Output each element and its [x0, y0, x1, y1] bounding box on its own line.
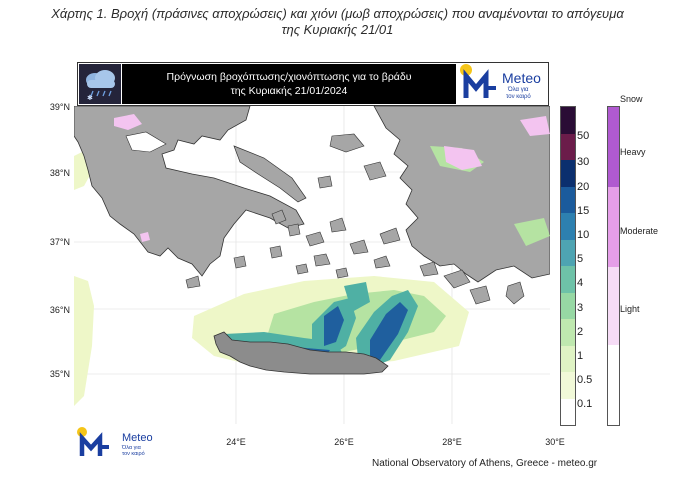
rain-legend-swatch-0-5: [561, 372, 575, 399]
figure-caption: Χάρτης 1. Βροχή (πράσινες αποχρώσεις) κα…: [0, 6, 675, 38]
rain-legend-tick-5: 5: [577, 253, 584, 265]
island-crete: [213, 331, 389, 375]
forecast-title: Πρόγνωση βροχόπτωσης/χιονόπτωσης για το …: [122, 64, 456, 104]
rain-legend-tick-0-1: 0.1: [577, 398, 593, 410]
snow-legend-swatch-light: [608, 267, 619, 345]
rain-legend-tick-1: 1: [577, 350, 584, 362]
rain-legend-tick-3: 3: [577, 302, 584, 314]
rain-legend-swatch-30: [561, 133, 575, 160]
rain-legend-tick-20: 20: [577, 181, 590, 193]
rain-legend-swatch-20: [561, 160, 575, 187]
lon-label-30: 30°E: [545, 437, 565, 447]
aegean-islands: [185, 133, 491, 305]
lon-label-26: 26°E: [334, 437, 354, 447]
rain-legend-tick-30: 30: [577, 156, 590, 168]
island-euboea: [233, 145, 307, 203]
rain-snow-cloud-icon: ✱: [79, 64, 121, 104]
snow-legend-bar: [607, 106, 620, 426]
lat-label-35: 35°N: [49, 369, 70, 379]
meteo-logo-tagline-1: Όλα για: [508, 87, 529, 93]
snow-legend-title: Snow: [620, 94, 643, 104]
meteo-logo-bottom-name: Meteo: [122, 432, 153, 444]
asia-minor-coast: [373, 106, 550, 283]
caption-line-1: Χάρτης 1. Βροχή (πράσινες αποχρώσεις) κα…: [51, 6, 624, 21]
snow-legend-heavy: Heavy: [620, 147, 646, 157]
meteo-logo-bottom-tagline-2: τον καιρό: [122, 451, 145, 457]
rain-legend-swatch-4: [561, 266, 575, 293]
rain-legend-swatch-3: [561, 292, 575, 319]
rain-legend-swatch-10: [561, 213, 575, 240]
meteo-logo: Meteo Όλα για τον καιρό: [458, 64, 546, 104]
snow-legend-swatch-moderate: [608, 187, 619, 267]
rain-legend-swatch-50: [561, 107, 575, 134]
rain-legend-tick-10: 10: [577, 229, 590, 241]
caption-line-2: της Κυριακής 21/01: [281, 22, 394, 37]
rain-legend-tick-4: 4: [577, 277, 584, 289]
meteo-logo-bottom: Meteo Όλα για τον καιρό: [74, 426, 164, 460]
source-credit: National Observatory of Athens, Greece -…: [372, 458, 598, 469]
rain-legend-swatch-0-1: [561, 398, 575, 425]
meteo-logo-tagline-2: τον καιρό: [506, 94, 531, 100]
forecast-title-line-2: της Κυριακής 21/01/2024: [230, 85, 348, 97]
rain-legend-tick-50: 50: [577, 130, 590, 142]
snow-legend-moderate: Moderate: [620, 226, 659, 236]
lat-label-36: 36°N: [49, 305, 70, 315]
lon-label-28: 28°E: [442, 437, 462, 447]
lon-label-24: 24°E: [226, 437, 246, 447]
rain-legend-tick-2: 2: [577, 326, 584, 338]
lat-label-38: 38°N: [49, 168, 70, 178]
snow-legend-light: Light: [620, 304, 640, 314]
lat-label-39: 39°N: [49, 102, 70, 112]
island-rhodes: [505, 281, 525, 305]
rain-legend-swatch-1: [561, 345, 575, 372]
rain-legend-tick-15: 15: [577, 205, 590, 217]
lat-label-37: 37°N: [49, 237, 70, 247]
svg-text:✱: ✱: [87, 94, 93, 102]
precipitation-map: [74, 106, 550, 424]
meteo-logo-bottom-tagline-1: Όλα για: [122, 445, 141, 451]
meteo-logo-name: Meteo: [502, 70, 541, 86]
rain-legend-swatch-5: [561, 239, 575, 266]
snow-legend-swatch-none: [608, 345, 619, 425]
snow-legend-swatch-heavy: [608, 107, 619, 187]
snow-areas: [114, 114, 550, 242]
forecast-title-line-1: Πρόγνωση βροχόπτωσης/χιονόπτωσης για το …: [166, 71, 412, 83]
rain-legend-bar: [560, 106, 576, 426]
rain-legend-swatch-2: [561, 319, 575, 346]
rain-legend-tick-0-5: 0.5: [577, 374, 593, 386]
rain-legend-swatch-15: [561, 186, 575, 213]
